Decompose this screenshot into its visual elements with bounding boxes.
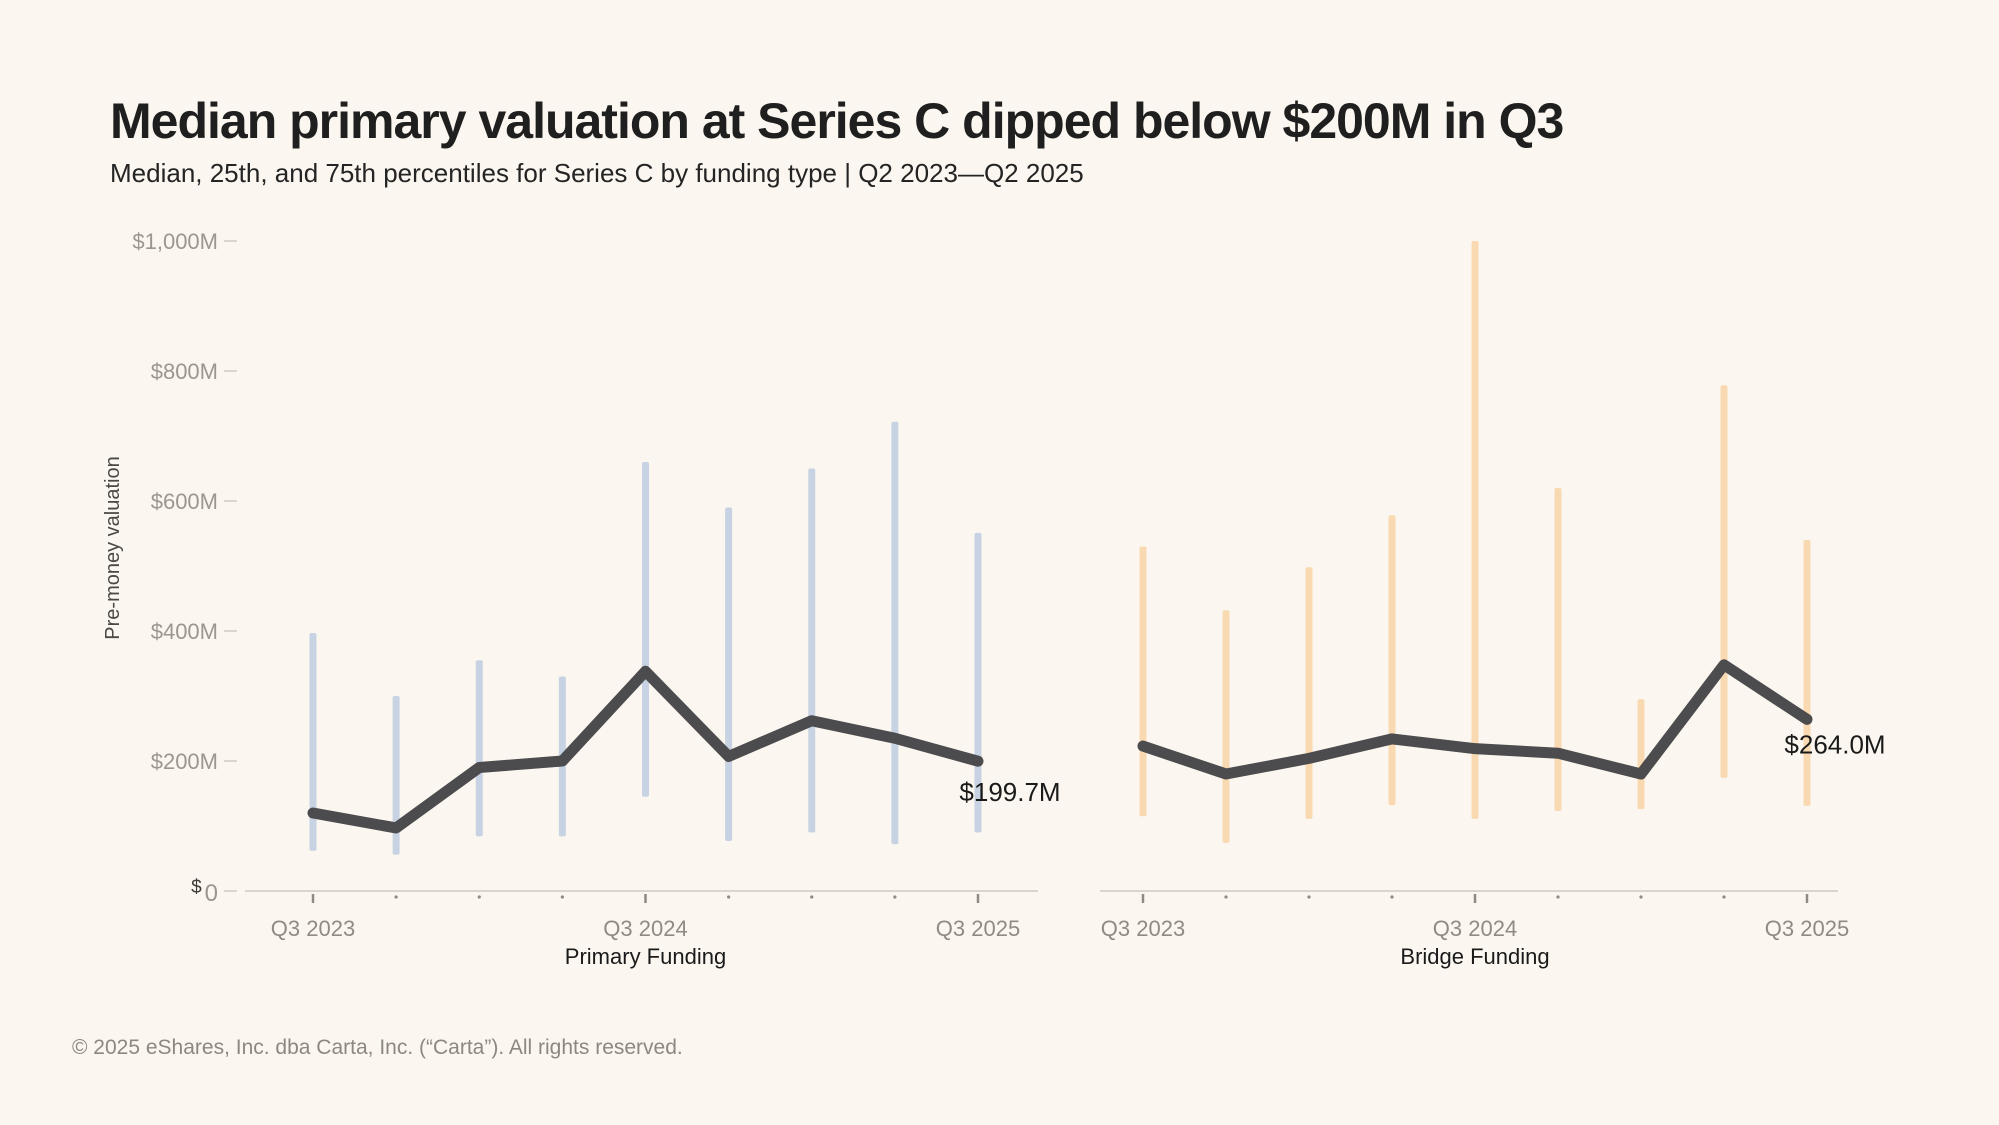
footer-copyright: © 2025 eShares, Inc. dba Carta, Inc. (“C… <box>72 1036 683 1059</box>
x-axis-minor-tick <box>477 895 481 899</box>
x-axis-tick-label: Q3 2025 <box>936 916 1020 941</box>
y-axis-tick-label: $1,000M <box>132 229 218 254</box>
x-axis-minor-tick <box>1307 895 1311 899</box>
percentile-range-bar <box>392 696 400 855</box>
percentile-range-bar <box>1637 699 1645 810</box>
x-axis-tick-label: Q3 2025 <box>1765 916 1849 941</box>
percentile-range-bar <box>725 507 733 841</box>
median-line <box>307 665 984 834</box>
y-axis: $1,000M $800M $600M $400M $200M $ 0 Pre-money v… <box>102 229 237 907</box>
x-axis-minor-tick <box>1639 895 1643 899</box>
x-axis-tick-label: Q3 2024 <box>603 916 687 941</box>
x-axis-minor-tick <box>394 895 398 899</box>
percentile-range-bar <box>1305 567 1313 819</box>
percentile-range-bar <box>1388 515 1396 806</box>
percentile-range-bar <box>891 421 899 845</box>
percentile-range-bar <box>1803 540 1811 806</box>
x-axis-title: Bridge Funding <box>1400 944 1549 969</box>
panel-primary-funding: Q3 2023 Q3 2024 Q3 2025 Primary Funding $199… <box>245 421 1061 969</box>
median-value-annotation: $264.0M <box>1784 729 1885 759</box>
percentile-range-bar <box>808 468 816 833</box>
x-axis-tick-label: Q3 2023 <box>271 916 355 941</box>
x-axis-minor-tick <box>727 895 731 899</box>
page-title: Median primary valuation at Series C dip… <box>110 93 1564 149</box>
x-axis-minor-tick <box>893 895 897 899</box>
y-axis-tick-label: $800M <box>151 359 218 384</box>
percentile-range-bar <box>1471 241 1479 819</box>
panel-bridge-funding: Q3 2023 Q3 2024 Q3 2025 Bridge Funding $264.… <box>1100 241 1886 969</box>
percentile-range-bar <box>1139 546 1147 817</box>
x-axis-title: Primary Funding <box>565 944 726 969</box>
y-axis-title: Pre-money valuation <box>102 456 124 639</box>
y-axis-tick-label: $200M <box>151 749 218 774</box>
x-axis-tick-label: Q3 2024 <box>1433 916 1517 941</box>
page-subtitle: Median, 25th, and 75th percentiles for S… <box>110 158 1084 188</box>
x-axis-minor-tick <box>1722 895 1726 899</box>
median-value-annotation: $199.7M <box>959 777 1060 807</box>
percentile-range-bar <box>1554 488 1562 812</box>
x-axis-minor-tick <box>560 895 564 899</box>
y-axis-tick-label: $0 <box>191 877 218 907</box>
y-axis-tick-label: $600M <box>151 489 218 514</box>
percentile-range-bar <box>1222 610 1230 843</box>
percentile-range-bar <box>309 632 317 851</box>
y-axis-tick-label: $400M <box>151 619 218 644</box>
x-axis-minor-tick <box>1390 895 1394 899</box>
x-axis-tick-label: Q3 2023 <box>1101 916 1185 941</box>
percentile-range-bar <box>1720 385 1728 778</box>
x-axis-minor-tick <box>1224 895 1228 899</box>
median-line <box>1137 659 1813 780</box>
percentile-range-bar <box>642 462 649 797</box>
percentile-range-bar <box>475 660 483 837</box>
x-axis-minor-tick <box>810 895 814 899</box>
x-axis-minor-tick <box>1556 895 1560 899</box>
